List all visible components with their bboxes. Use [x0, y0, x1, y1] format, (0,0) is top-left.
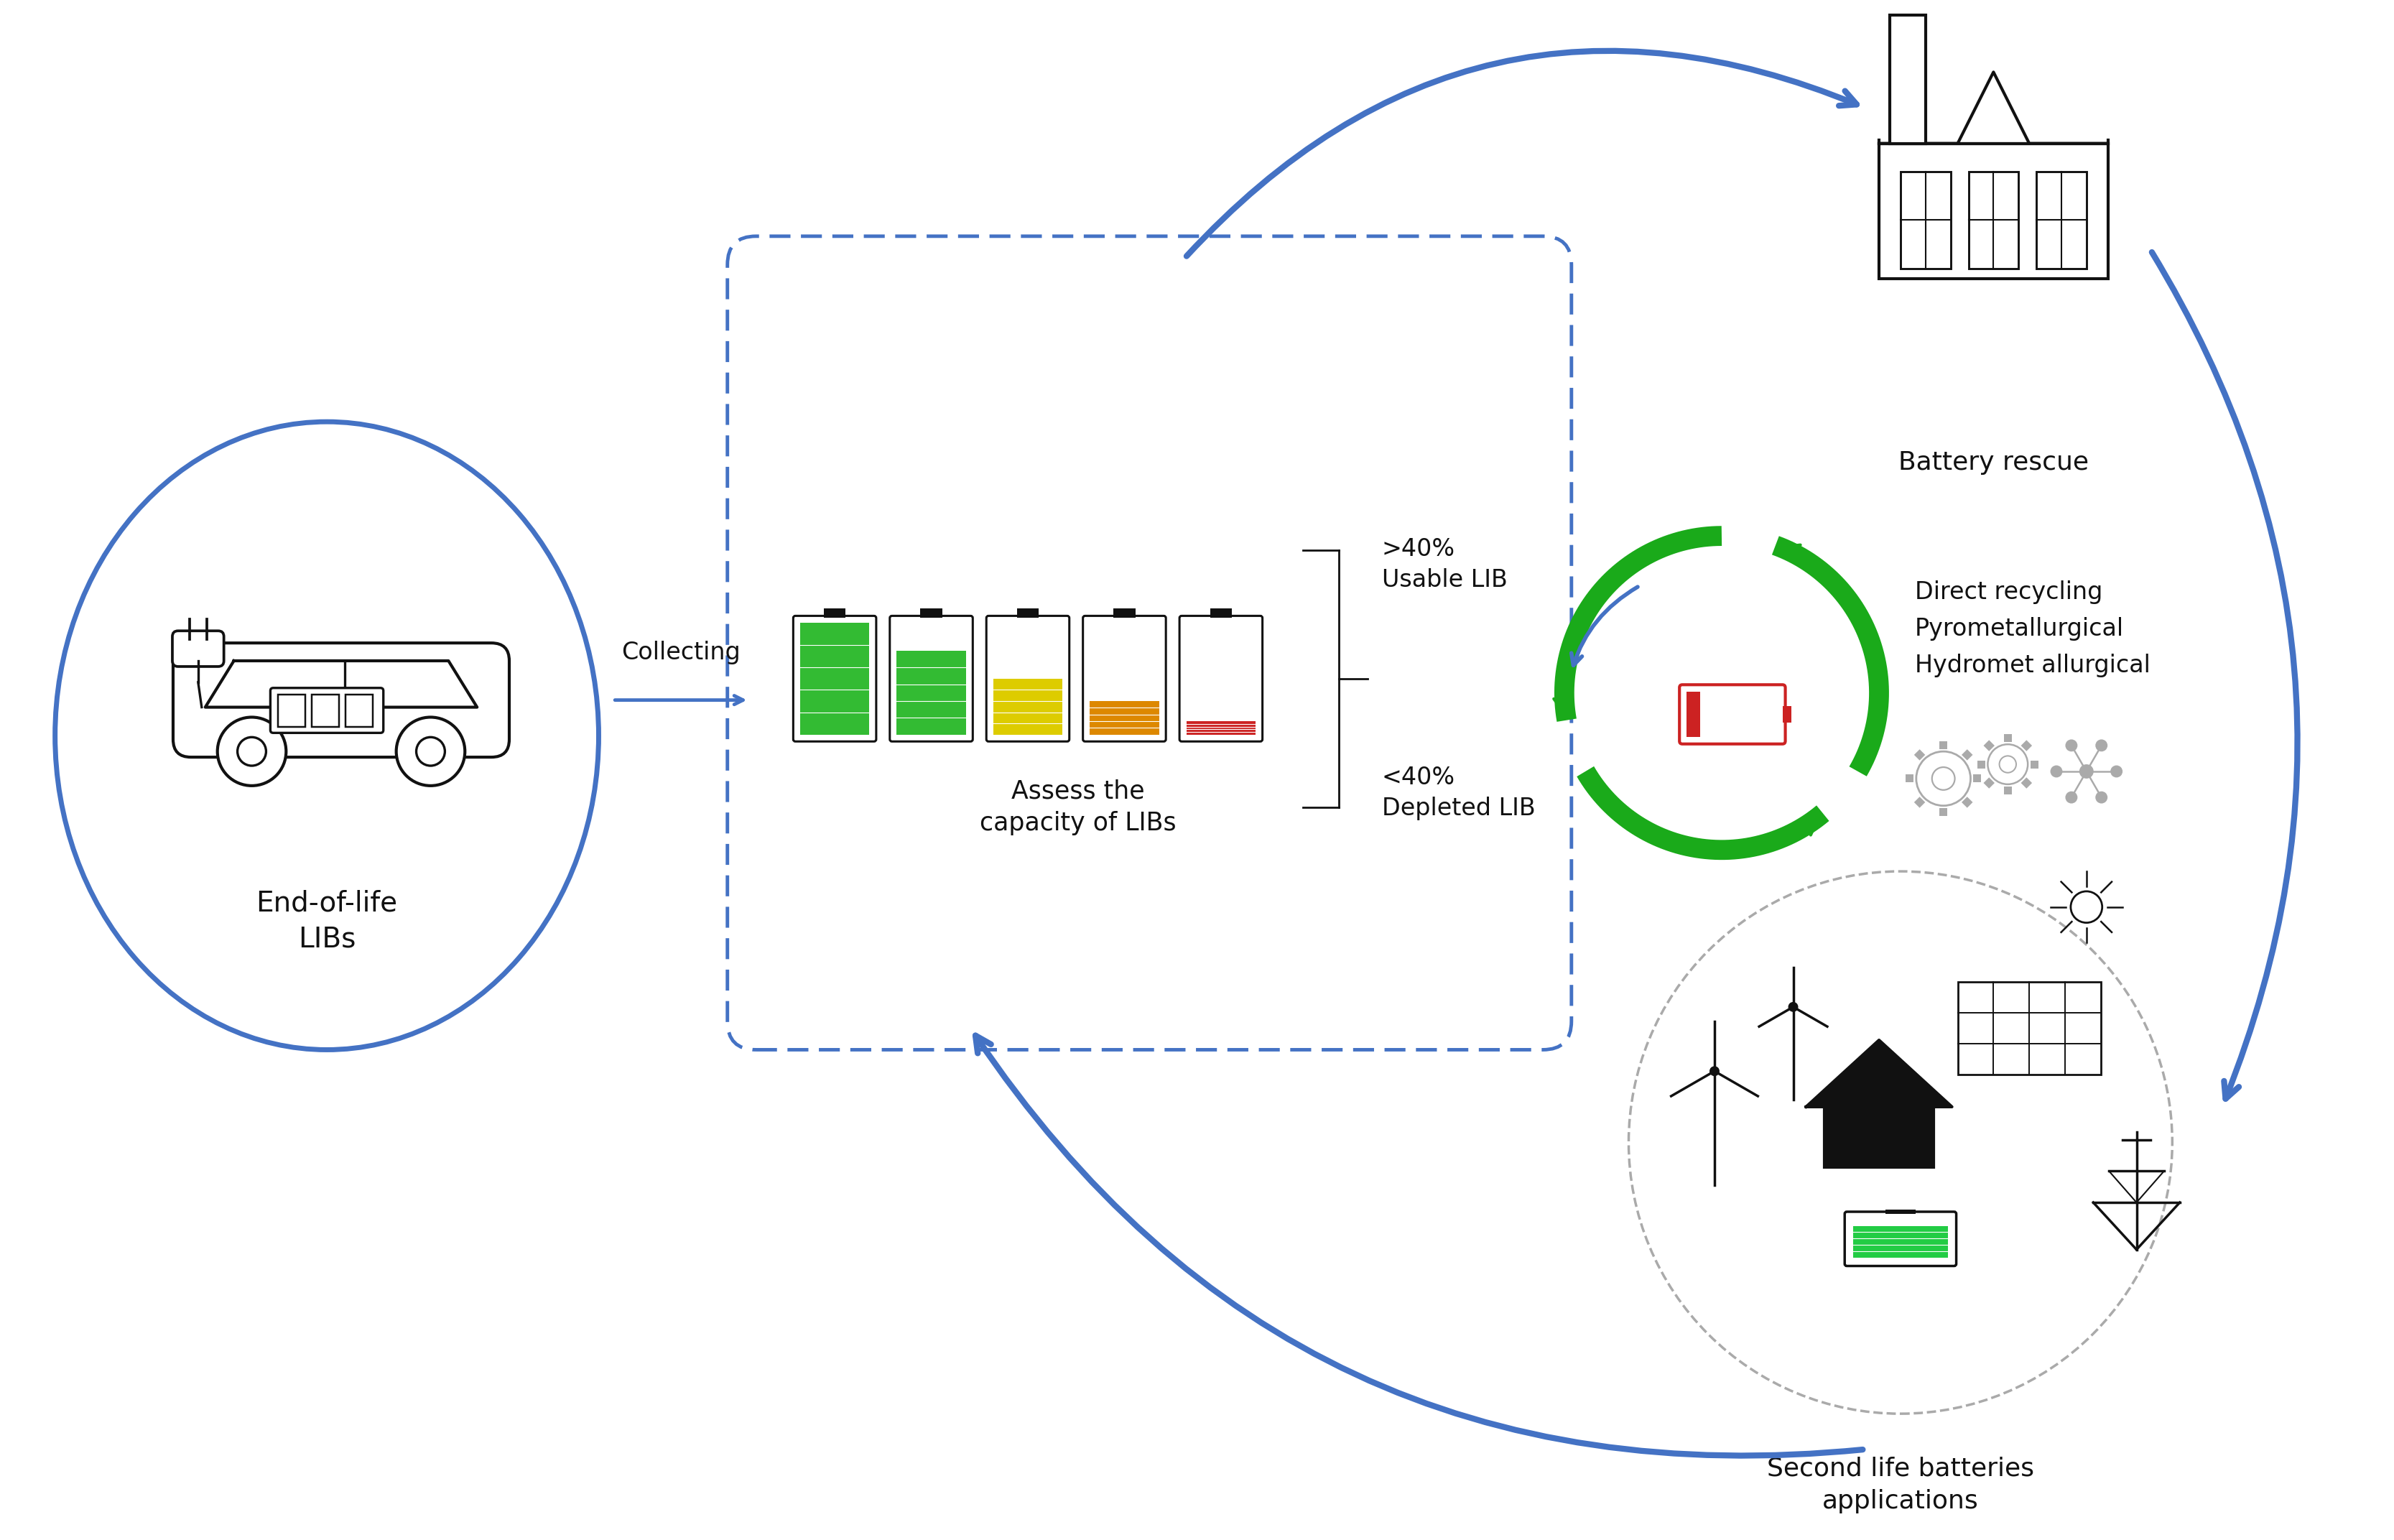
Bar [824, 608, 845, 618]
Text: >40%
Usable LIB: >40% Usable LIB [1381, 537, 1508, 591]
Text: Assess the
capacity of LIBs: Assess the capacity of LIBs [979, 779, 1175, 835]
Circle shape [1709, 1066, 1719, 1076]
FancyBboxPatch shape [1082, 616, 1166, 741]
Bar [919, 608, 943, 618]
FancyBboxPatch shape [1681, 685, 1786, 744]
Circle shape [2071, 892, 2102, 922]
Bar [278, 695, 306, 727]
Text: End-of-life
LIBs: End-of-life LIBs [256, 890, 397, 953]
Bar [800, 622, 869, 735]
Bar [1961, 796, 1973, 809]
Circle shape [237, 738, 266, 765]
Bar [1968, 172, 2018, 268]
Bar [1915, 796, 1925, 809]
Bar [2004, 787, 2011, 795]
Circle shape [1788, 1003, 1798, 1012]
Circle shape [417, 738, 445, 765]
Circle shape [2066, 739, 2078, 752]
Bar [1017, 608, 1039, 618]
Text: Second life batteries
applications: Second life batteries applications [1767, 1457, 2035, 1514]
Circle shape [2095, 739, 2107, 752]
Bar [1906, 775, 1913, 782]
Circle shape [397, 718, 464, 785]
Circle shape [2095, 792, 2107, 804]
Circle shape [1999, 756, 2016, 773]
Bar [1977, 761, 1985, 768]
Bar [1889, 15, 1925, 143]
Bar [1113, 608, 1135, 618]
FancyBboxPatch shape [792, 616, 876, 741]
Circle shape [2112, 765, 2123, 778]
Bar [1958, 983, 2102, 1075]
Bar [1784, 705, 1791, 722]
FancyBboxPatch shape [172, 631, 225, 667]
FancyBboxPatch shape [1180, 616, 1262, 741]
Bar [1187, 721, 1254, 735]
FancyBboxPatch shape [891, 616, 972, 741]
Bar [2030, 761, 2037, 768]
Circle shape [1932, 767, 1956, 790]
FancyBboxPatch shape [728, 236, 1570, 1050]
Bar [1089, 701, 1159, 735]
Bar [898, 651, 965, 735]
Text: Battery rescue: Battery rescue [1898, 450, 2088, 474]
Bar [1939, 809, 1946, 816]
Bar [1879, 143, 2107, 279]
FancyBboxPatch shape [986, 616, 1070, 741]
Bar [1853, 1226, 1949, 1257]
Polygon shape [206, 661, 476, 707]
Bar [2004, 735, 2011, 742]
Circle shape [2080, 764, 2095, 779]
Bar [2037, 172, 2088, 268]
Bar [1886, 1210, 1915, 1214]
Ellipse shape [55, 422, 598, 1050]
Bar [311, 695, 340, 727]
Bar [1915, 750, 1925, 761]
Bar [994, 679, 1063, 735]
Bar [1985, 741, 1994, 752]
Circle shape [218, 718, 287, 785]
Bar [1824, 1107, 1934, 1167]
FancyBboxPatch shape [271, 688, 383, 733]
Polygon shape [1805, 1040, 1951, 1107]
Bar [1961, 750, 1973, 761]
Circle shape [2049, 765, 2064, 778]
Bar [1985, 778, 1994, 788]
FancyBboxPatch shape [172, 644, 510, 758]
FancyBboxPatch shape [1846, 1212, 1956, 1266]
Text: <40%
Depleted LIB: <40% Depleted LIB [1381, 765, 1535, 821]
Bar [2021, 778, 2033, 788]
Circle shape [1915, 752, 1970, 805]
Bar [1939, 741, 1946, 748]
Bar [2021, 741, 2033, 752]
Bar [1209, 608, 1233, 618]
Bar [1973, 775, 1980, 782]
Text: Collecting: Collecting [622, 641, 740, 664]
Bar [1901, 172, 1951, 268]
Bar [1688, 691, 1700, 736]
Bar [345, 695, 373, 727]
Text: Direct recycling
Pyrometallurgical
Hydromet allurgical: Direct recycling Pyrometallurgical Hydro… [1915, 581, 2150, 678]
Circle shape [1987, 744, 2028, 784]
Circle shape [2066, 792, 2078, 804]
